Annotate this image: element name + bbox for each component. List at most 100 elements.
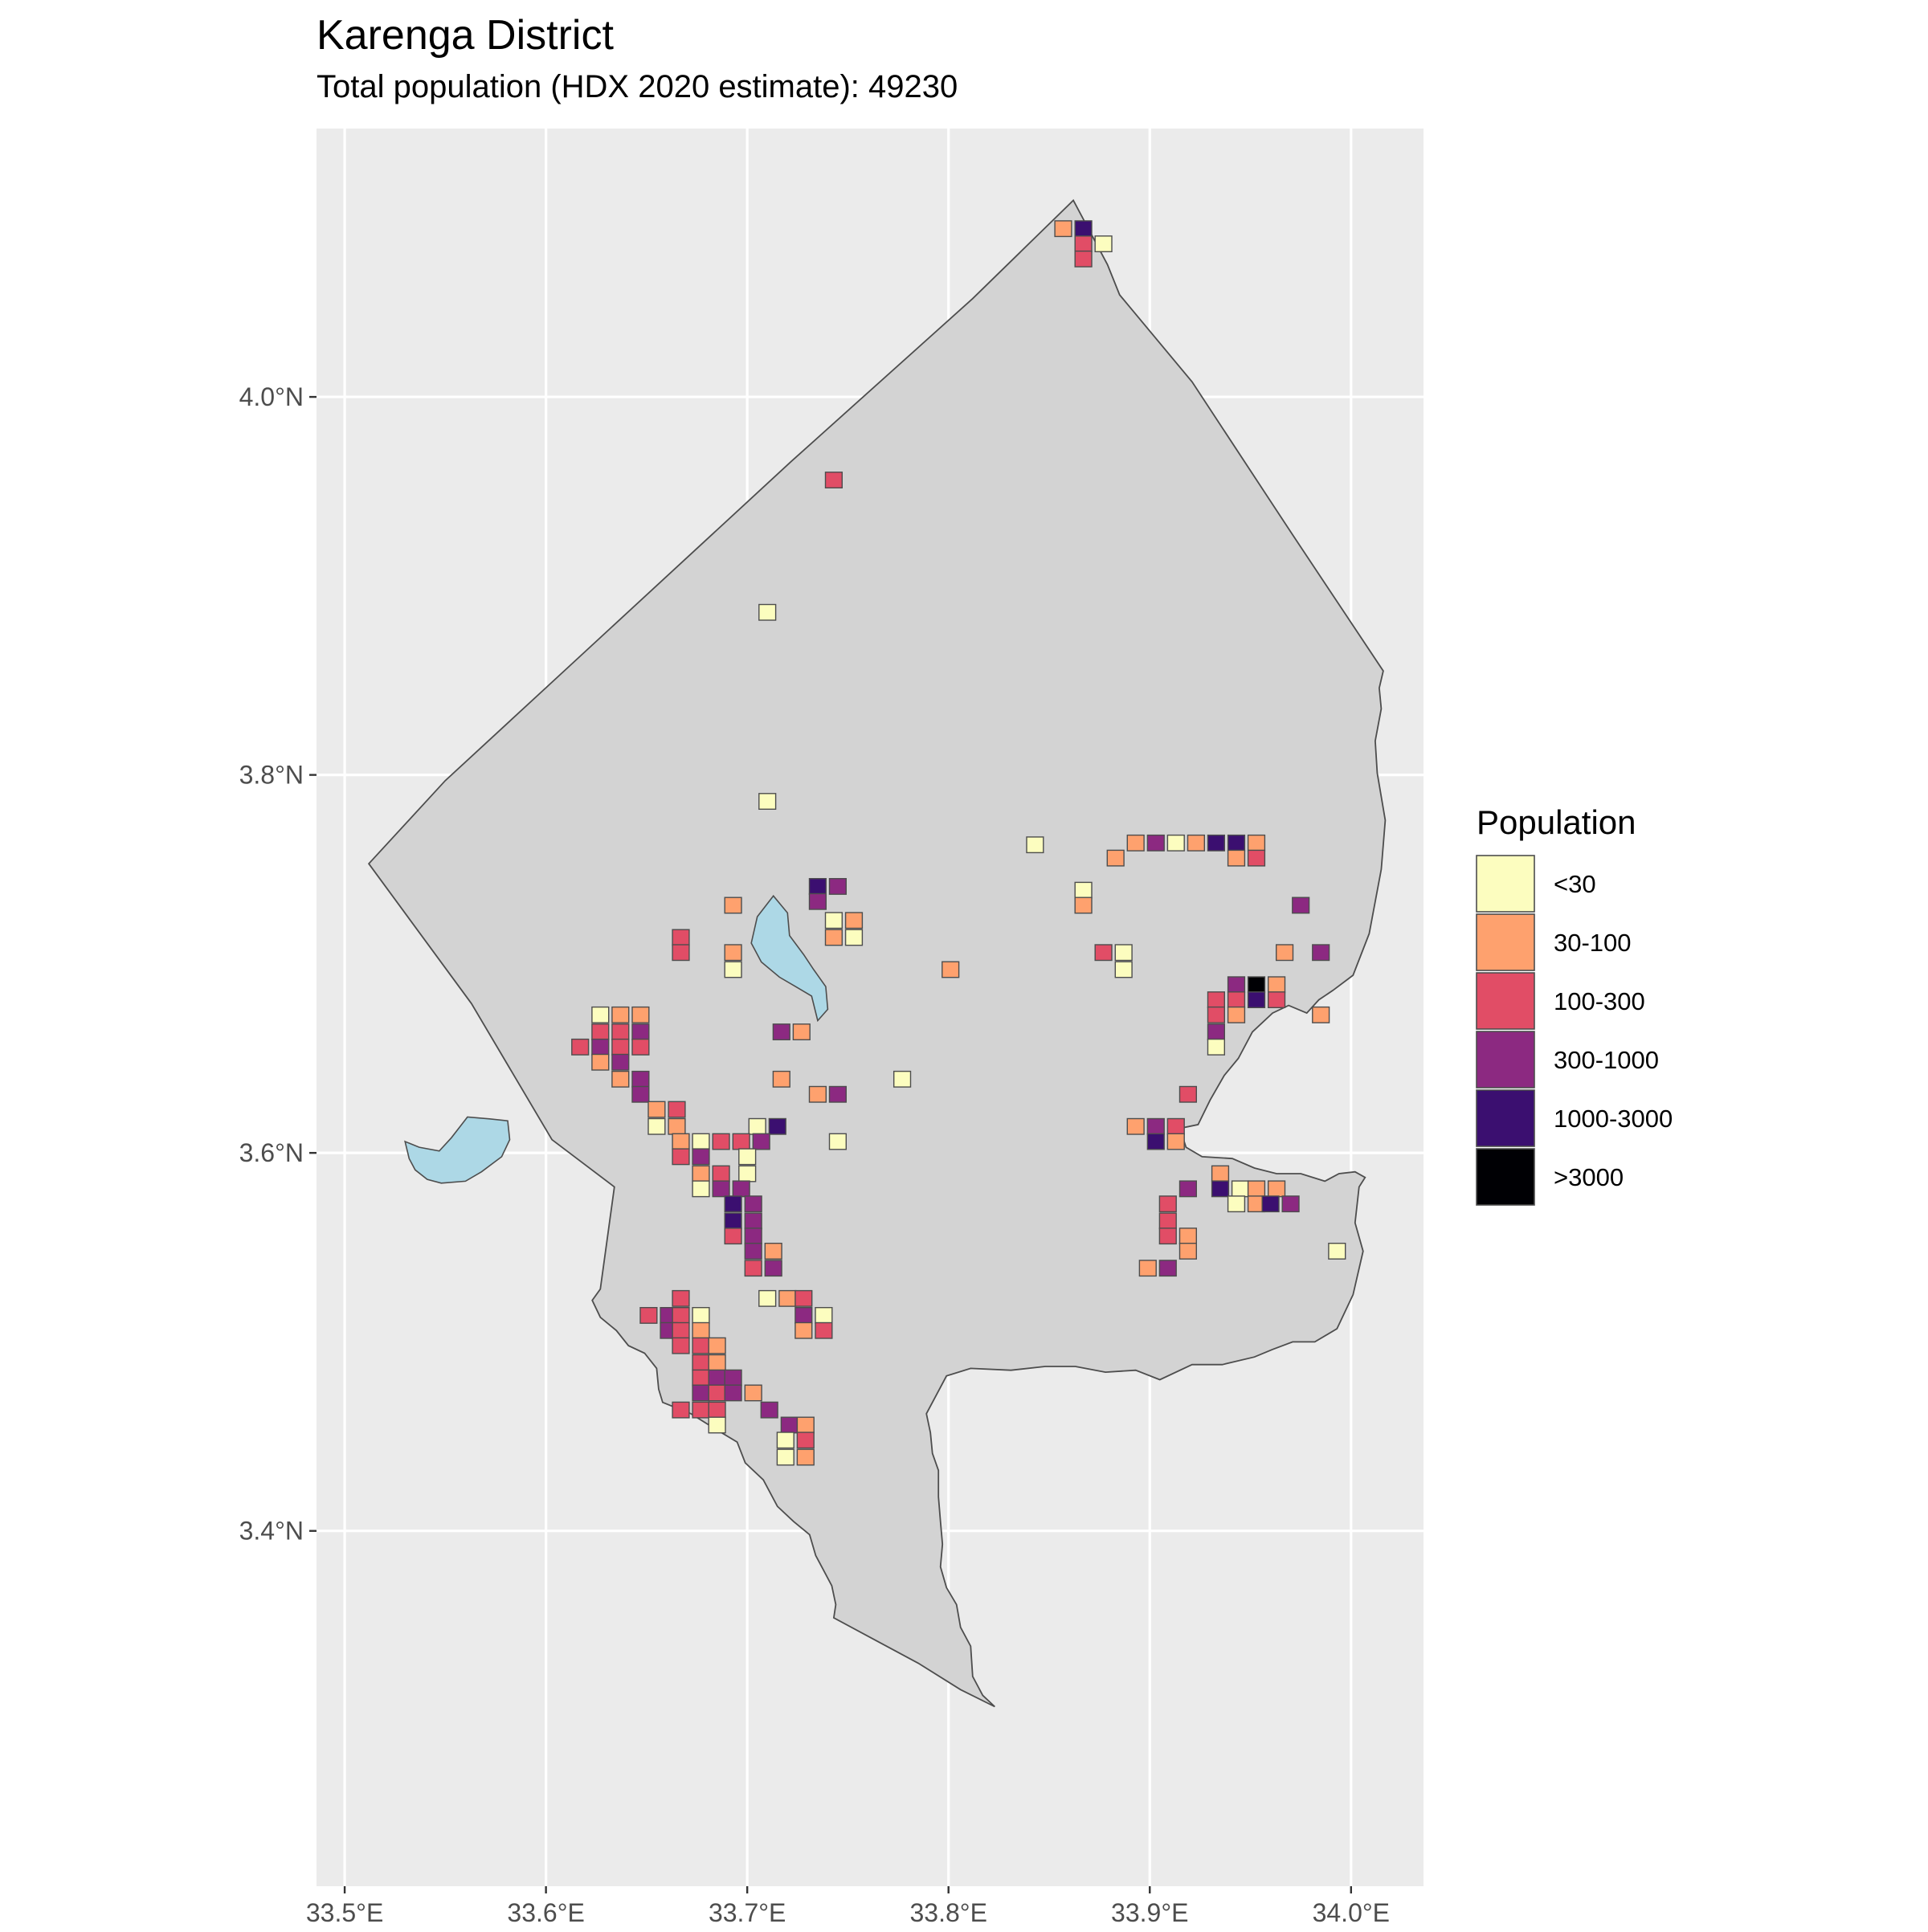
population-cell: [1227, 1195, 1246, 1213]
population-cell: [1146, 1133, 1165, 1150]
map-subtitle: Total population (HDX 2020 estimate): 49…: [317, 69, 958, 104]
population-cell: [672, 1289, 690, 1307]
population-cell: [1106, 849, 1125, 867]
population-cell: [1247, 1180, 1266, 1198]
population-cell: [692, 1306, 710, 1324]
population-cell: [692, 1321, 710, 1339]
population-cell: [724, 1227, 742, 1245]
population-cell: [1126, 834, 1145, 852]
population-cell: [1211, 1180, 1230, 1198]
population-cell: [724, 961, 742, 978]
population-cell: [631, 1006, 650, 1023]
legend-items: <30 30-100 100-300 300-1000 1000-3000 >3000: [1476, 855, 1673, 1206]
x-tick-label: 33.9°E: [1111, 1898, 1188, 1927]
population-cell: [1227, 991, 1246, 1009]
population-cell: [672, 944, 690, 962]
population-cell: [760, 1401, 778, 1419]
population-cell: [1158, 1195, 1177, 1213]
y-tick-label: 3.6°N: [239, 1138, 304, 1167]
population-cell: [1158, 1227, 1177, 1245]
population-cell: [708, 1401, 726, 1419]
population-cell: [776, 1432, 794, 1449]
water-bodies: [404, 894, 829, 1184]
population-cell: [796, 1432, 815, 1449]
population-cell: [672, 1133, 690, 1150]
population-cell: [708, 1369, 726, 1387]
population-cell: [776, 1448, 794, 1466]
legend-swatch: [1476, 1148, 1535, 1206]
population-cell: [591, 1023, 610, 1041]
population-cell: [708, 1416, 726, 1434]
population-cell: [1074, 220, 1093, 238]
population-cell: [1227, 976, 1246, 994]
population-cell: [708, 1384, 726, 1402]
population-cell: [692, 1337, 710, 1354]
population-cell: [744, 1212, 762, 1230]
population-cell: [1312, 944, 1330, 962]
legend-label: 300-1000: [1554, 1046, 1659, 1074]
legend-swatch: [1476, 855, 1535, 913]
population-cell: [1146, 1117, 1165, 1135]
population-cell: [824, 929, 843, 946]
population-cell: [631, 1085, 650, 1103]
population-cell: [672, 1401, 690, 1419]
population-cell: [1178, 1180, 1197, 1198]
population-cell: [1292, 897, 1310, 914]
population-cell: [1227, 849, 1246, 867]
population-cell: [724, 1384, 742, 1402]
population-cell: [893, 1070, 912, 1088]
x-tick-label: 34.0°E: [1313, 1898, 1390, 1927]
population-cell: [808, 1085, 827, 1103]
population-cell: [942, 961, 960, 978]
legend-swatch: [1476, 1089, 1535, 1147]
population-cell: [591, 1053, 610, 1071]
population-cell: [1227, 1006, 1246, 1023]
population-cell: [672, 1321, 690, 1339]
population-cell: [1178, 1085, 1197, 1103]
population-cell: [1094, 944, 1113, 962]
population-cell: [748, 1117, 766, 1135]
population-cell: [712, 1133, 730, 1150]
population-cell: [724, 1212, 742, 1230]
population-cell: [764, 1260, 782, 1277]
population-cell: [744, 1227, 762, 1245]
population-cell: [732, 1133, 750, 1150]
population-cell: [1211, 1165, 1230, 1182]
population-cell: [724, 1369, 742, 1387]
legend-title: Population: [1477, 803, 1636, 841]
population-cell: [1074, 881, 1093, 899]
x-tick-label: 33.6°E: [507, 1898, 584, 1927]
legend-swatch: [1476, 913, 1535, 971]
water-body-1: [404, 1116, 511, 1184]
population-cell: [1247, 834, 1266, 852]
population-cell: [1227, 834, 1246, 852]
population-cell: [1231, 1180, 1250, 1198]
population-cell: [672, 1306, 690, 1324]
population-cell: [692, 1165, 710, 1182]
population-cell: [631, 1070, 650, 1088]
population-cell: [647, 1117, 666, 1135]
population-cell: [844, 929, 864, 946]
water-body-0: [750, 894, 829, 1023]
population-cell: [824, 472, 843, 488]
population-cell: [1094, 235, 1113, 252]
population-cell: [796, 1448, 815, 1466]
population-cell: [1138, 1260, 1157, 1277]
population-cell: [708, 1354, 726, 1371]
x-tick-label: 33.8°E: [910, 1898, 987, 1927]
population-cell: [1247, 849, 1266, 867]
population-cell: [1166, 1117, 1185, 1135]
legend-label: <30: [1554, 870, 1596, 898]
population-cell: [631, 1038, 650, 1056]
population-cell: [611, 1070, 630, 1088]
population-cell: [824, 912, 843, 929]
population-cell: [647, 1101, 666, 1118]
population-cell: [692, 1180, 710, 1198]
population-cell: [794, 1306, 813, 1324]
population-cell: [1158, 1260, 1177, 1277]
legend-label: 30-100: [1554, 929, 1632, 957]
population-cell: [1178, 1227, 1197, 1245]
population-cell: [815, 1321, 833, 1339]
